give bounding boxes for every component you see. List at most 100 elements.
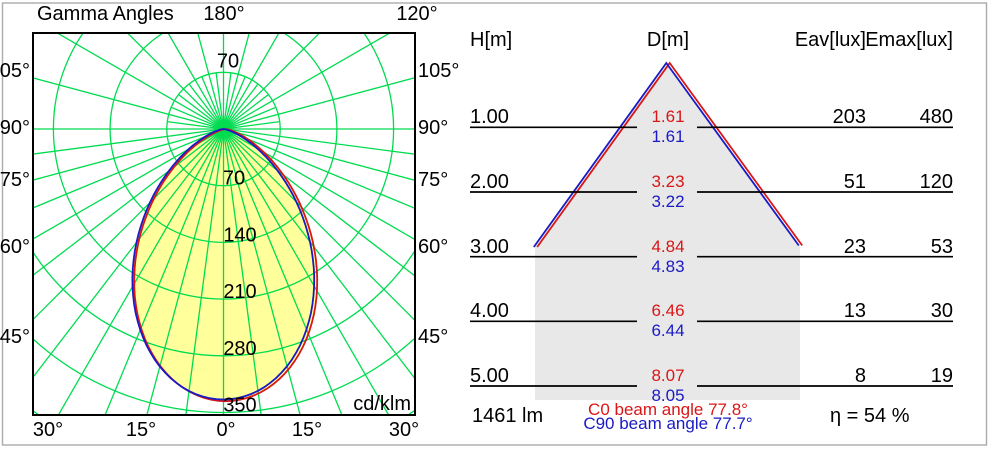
ring-label: 280 — [223, 338, 256, 360]
polar-bottom-label-30R: 30° — [388, 419, 420, 441]
gamma-ray — [222, 128, 262, 414]
cone-row-d-c90: 3.22 — [651, 192, 685, 211]
gamma-ray — [223, 128, 414, 209]
polar-bottom-label-15L: 15° — [125, 419, 157, 441]
polar-plot-border — [32, 32, 416, 416]
gamma-ray — [57, 34, 224, 130]
cone-row-d-c0: 6.46 — [651, 301, 685, 321]
cone-header-eav: Eav[lux] — [794, 29, 866, 51]
cone-header-emax: Emax[lux] — [865, 29, 953, 51]
ring-label: 210 — [223, 281, 256, 303]
radial-ring — [166, 71, 281, 187]
polar-unit-label: cd/klm — [353, 393, 411, 415]
polar-top-label-120: 120° — [396, 3, 438, 25]
radial-ring — [34, 250, 414, 357]
c0-beam-angle-label: C0 beam angle 77.8° — [588, 400, 748, 419]
cone-row-emax: 53 — [930, 235, 953, 258]
gamma-ray — [34, 128, 225, 378]
cone-row-d-c0: 3.23 — [651, 172, 685, 191]
gamma-ray — [170, 106, 224, 130]
gamma-ray — [222, 128, 414, 379]
polar-right-label-90: 90° — [418, 117, 449, 139]
gamma-ray — [34, 128, 224, 240]
polar-top-label-180: 180° — [203, 3, 245, 25]
polar-right-label-75: 75° — [418, 169, 449, 191]
polar-curves — [131, 128, 319, 403]
polar-title: Gamma Angles — [37, 3, 174, 25]
gamma-ray — [185, 128, 225, 414]
gamma-ray — [34, 128, 224, 276]
cone-row-eav: 8 — [854, 365, 866, 387]
gamma-ray — [223, 128, 414, 155]
gamma-ray — [104, 128, 225, 414]
cone-row-h: 3.00 — [470, 235, 509, 258]
gamma-ray — [223, 128, 414, 276]
polar-left-label-60: 60° — [0, 236, 30, 258]
cone-row-h: 5.00 — [470, 365, 509, 387]
radial-ring — [34, 337, 414, 414]
gamma-ray — [223, 128, 414, 240]
gamma-ray — [34, 128, 224, 320]
gamma-ray — [222, 83, 259, 130]
cone-row-emax: 19 — [930, 365, 953, 387]
gamma-ray — [222, 128, 389, 414]
ring-label: 350 — [223, 395, 256, 417]
gamma-ray — [34, 77, 224, 130]
gamma-ray — [167, 120, 224, 130]
cone-row-d-c0: 1.61 — [651, 107, 685, 127]
gamma-ray — [222, 34, 250, 130]
gamma-ray — [222, 76, 246, 130]
ring-label-top: 70 — [217, 50, 239, 72]
cone-row-h: 2.00 — [470, 171, 509, 193]
cone-edge-c90 — [533, 61, 800, 248]
polar-bottom-label-0: 0° — [216, 419, 236, 441]
cone-edge-c0 — [536, 61, 803, 248]
gamma-ray — [222, 72, 232, 130]
polar-bottom-label-15R: 15° — [291, 419, 323, 441]
gamma-ray — [222, 128, 343, 414]
cone-row-emax: 120 — [919, 171, 953, 193]
radial-ring — [52, 34, 395, 300]
cone-row-eav: 51 — [843, 171, 866, 193]
cone-row-eav: 203 — [832, 106, 866, 129]
gamma-ray — [223, 93, 269, 130]
cone-row-h: 4.00 — [470, 300, 509, 323]
ring-label: 70 — [223, 168, 245, 190]
gamma-ray — [223, 128, 414, 321]
gamma-ray — [34, 128, 224, 155]
polar-bottom-label-30L: 30° — [32, 419, 64, 441]
gamma-ray — [197, 34, 225, 130]
ring-label: 140 — [223, 224, 256, 246]
gamma-ray — [167, 34, 225, 130]
gamma-ray — [58, 128, 225, 414]
luminous-flux-value: 1461 lm — [472, 405, 544, 427]
cone-row-h: 1.00 — [470, 106, 509, 129]
polar-left-label-90: 90° — [0, 117, 30, 139]
gamma-ray — [223, 77, 414, 130]
cone-row-d-c90: 6.44 — [651, 321, 685, 341]
efficiency-value: η = 54 % — [830, 405, 910, 427]
ring-labels: 70 70 140 210 280 350 — [217, 50, 257, 416]
polar-right-label-60: 60° — [418, 236, 449, 258]
cone-row-eav: 23 — [843, 235, 866, 258]
cone-row-eav: 13 — [843, 300, 866, 323]
polar-right-label-105: 105° — [418, 60, 460, 82]
gamma-ray — [223, 128, 414, 181]
gamma-ray — [223, 34, 390, 130]
cone-row-emax: 30 — [930, 300, 953, 323]
c90-curve — [131, 128, 316, 401]
cone-header-h: H[m] — [470, 29, 513, 51]
gamma-ray — [127, 34, 224, 130]
gamma-ray — [223, 34, 320, 130]
radial-ring — [109, 34, 338, 244]
gamma-ray — [34, 128, 224, 209]
gamma-ray — [34, 128, 224, 181]
c0-curve — [133, 128, 319, 403]
gamma-ray — [201, 76, 225, 130]
cone-row-d-c0: 4.84 — [651, 236, 685, 256]
gamma-ray — [222, 34, 280, 130]
cone-row-d-c90: 8.05 — [651, 386, 685, 405]
gamma-ray — [188, 83, 225, 130]
